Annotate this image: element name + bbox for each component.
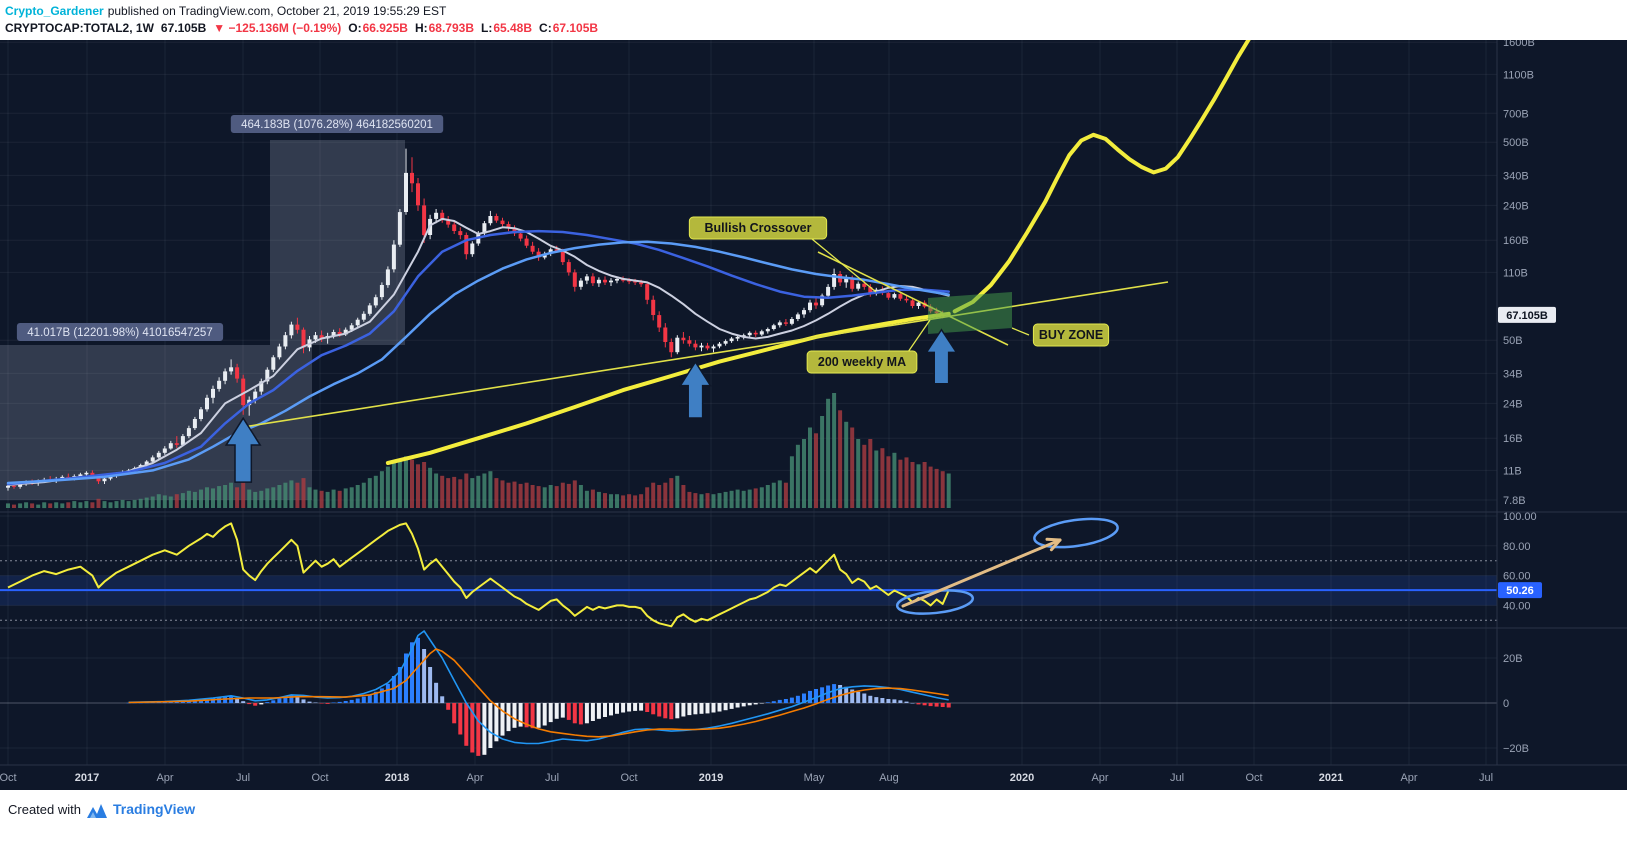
rsi-pane [0, 514, 1497, 628]
svg-text:20B: 20B [1503, 653, 1523, 665]
svg-text:May: May [804, 772, 825, 784]
svg-text:Apr: Apr [1400, 772, 1417, 784]
svg-text:41.017B (12201.98%) 4101654725: 41.017B (12201.98%) 41016547257 [27, 327, 212, 339]
svg-text:1100B: 1100B [1503, 69, 1534, 81]
time-axis[interactable]: Oct 2017 Apr Jul Oct 2018 Apr Jul Oct 2019 May Aug 2… [0, 772, 1493, 784]
macd-pane [0, 630, 1497, 756]
symbol-title[interactable]: CRYPTOCAP:TOTAL2, 1W [5, 21, 154, 35]
svg-text:464.183B (1076.28%) 4641825602: 464.183B (1076.28%) 464182560201 [241, 119, 433, 131]
svg-text:80.00: 80.00 [1503, 541, 1531, 553]
svg-text:2017: 2017 [75, 772, 99, 784]
svg-text:2021: 2021 [1319, 772, 1343, 784]
note-label[interactable]: Bullish Crossover [688, 216, 828, 240]
ma-fast-line [7, 217, 950, 486]
svg-text:60.00: 60.00 [1503, 571, 1531, 583]
svg-text:67.105B: 67.105B [1506, 310, 1548, 322]
author-link[interactable]: Crypto_Gardener [5, 4, 104, 18]
highlight-ellipse[interactable] [895, 587, 975, 617]
svg-text:Jul: Jul [1479, 772, 1493, 784]
rsi-line [7, 522, 950, 628]
svg-text:1600B: 1600B [1503, 40, 1535, 49]
up-arrow[interactable] [224, 416, 262, 483]
published-text: published on TradingView.com, October 21… [107, 4, 447, 18]
svg-text:−20B: −20B [1503, 743, 1529, 755]
buy-zone-box[interactable] [928, 292, 1012, 334]
chart-canvas[interactable]: 41.017B (12201.98%) 41016547257 464.183B … [0, 40, 1627, 790]
up-arrow[interactable] [679, 360, 712, 419]
projection-curve[interactable] [952, 40, 1251, 314]
annotation-labels[interactable]: Bullish Crossover 200 weekly MA BUY ZONE [688, 216, 1110, 374]
trendline[interactable] [236, 281, 1169, 429]
ohlc-low: L:65.48B [481, 21, 533, 35]
svg-text:2018: 2018 [385, 772, 409, 784]
chart-background [0, 40, 1627, 790]
highlight-ellipse[interactable] [1033, 514, 1120, 551]
ma-mid-line [6, 229, 950, 486]
svg-text:160B: 160B [1503, 235, 1529, 247]
svg-text:2020: 2020 [1010, 772, 1034, 784]
measure-box[interactable]: 41.017B (12201.98%) 41016547257 [0, 323, 312, 500]
svg-text:Apr: Apr [466, 772, 483, 784]
svg-text:Oct: Oct [311, 772, 328, 784]
attribution-footer: Created with TradingView [0, 790, 1627, 852]
svg-text:110B: 110B [1503, 267, 1528, 279]
rsi-value-tag: 50.26 [1498, 582, 1542, 599]
ohlc-open: O:66.925B [348, 21, 408, 35]
svg-text:34B: 34B [1503, 368, 1523, 380]
svg-text:200 weekly MA: 200 weekly MA [818, 355, 906, 369]
publication-header: Crypto_Gardener published on TradingView.… [0, 0, 1627, 40]
svg-text:700B: 700B [1503, 108, 1529, 120]
svg-text:Aug: Aug [879, 772, 899, 784]
price-axis[interactable]: 1600B 1100B 700B 500B 340B 240B 160B 110B 50B 34B… [1498, 40, 1556, 755]
price-change: ▼ −125.136M (−0.19%) [213, 21, 342, 35]
measure-box[interactable]: 464.183B (1076.28%) 464182560201 [230, 115, 444, 345]
rsi-trend-arrow[interactable] [901, 537, 1062, 608]
svg-text:BUY ZONE: BUY ZONE [1039, 328, 1103, 342]
macd-signal-line [128, 648, 949, 738]
svg-text:50.26: 50.26 [1506, 585, 1534, 597]
chart-area: 41.017B (12201.98%) 41016547257 464.183B … [0, 40, 1627, 790]
created-with-text: Created with [8, 802, 81, 817]
svg-text:24B: 24B [1503, 398, 1523, 410]
svg-text:0: 0 [1503, 698, 1509, 710]
svg-text:50B: 50B [1503, 335, 1523, 347]
svg-text:2019: 2019 [699, 772, 723, 784]
ohlc-close: C:67.105B [539, 21, 599, 35]
up-arrow[interactable] [925, 328, 958, 385]
svg-text:Bullish Crossover: Bullish Crossover [705, 221, 812, 235]
svg-text:500B: 500B [1503, 137, 1529, 149]
note-label[interactable]: 200 weekly MA [806, 350, 918, 374]
ma-200-weekly-line [385, 311, 951, 465]
measure-label [16, 323, 224, 341]
volume-series [6, 393, 951, 509]
svg-text:16B: 16B [1503, 433, 1523, 445]
svg-text:240B: 240B [1503, 200, 1529, 212]
last-price-tag: 67.105B [1498, 306, 1556, 323]
svg-text:340B: 340B [1503, 170, 1529, 182]
last-price: 67.105B [160, 21, 207, 35]
main-pane: 41.017B (12201.98%) 41016547257 464.183B … [0, 40, 1251, 509]
svg-text:Jul: Jul [545, 772, 559, 784]
ohlc-high: H:68.793B [414, 21, 474, 35]
symbol-row: CRYPTOCAP:TOTAL2, 1W 67.105B ▼ −125.136M… [5, 19, 1627, 37]
svg-text:Oct: Oct [620, 772, 637, 784]
svg-text:7.8B: 7.8B [1503, 495, 1526, 507]
measure-label [230, 115, 444, 133]
tradingview-brand-link[interactable]: TradingView [112, 801, 196, 817]
tradingview-logo-icon[interactable] [86, 803, 107, 818]
svg-text:Jul: Jul [1170, 772, 1184, 784]
svg-text:100.00: 100.00 [1503, 511, 1537, 523]
svg-text:Oct: Oct [0, 772, 17, 784]
svg-text:11B: 11B [1503, 465, 1522, 477]
publication-row: Crypto_Gardener published on TradingView.… [5, 3, 1627, 19]
svg-text:Oct: Oct [1245, 772, 1262, 784]
svg-text:Apr: Apr [156, 772, 173, 784]
svg-text:Jul: Jul [236, 772, 250, 784]
note-label[interactable]: BUY ZONE [1032, 323, 1110, 347]
svg-text:40.00: 40.00 [1503, 600, 1531, 612]
svg-text:Apr: Apr [1091, 772, 1108, 784]
